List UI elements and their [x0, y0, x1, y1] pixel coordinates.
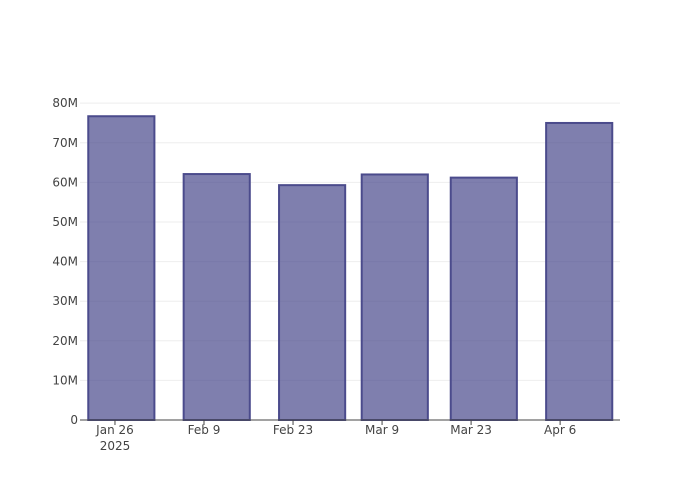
x-tick-label: Feb 23	[273, 423, 313, 437]
y-tick-label: 80M	[52, 96, 78, 110]
x-tick-label-line: Jan 26	[95, 423, 134, 437]
bar	[360, 173, 429, 421]
x-tick-label-line: Mar 23	[450, 423, 492, 437]
bar	[449, 176, 518, 421]
y-tick-label: 30M	[52, 294, 78, 308]
y-tick-label: 20M	[52, 334, 78, 348]
x-tick-label: Apr 6	[544, 423, 576, 437]
x-tick-label-line: Mar 9	[365, 423, 399, 437]
bar	[278, 184, 347, 421]
y-tick-label: 0	[70, 413, 78, 427]
x-tick-label-line: Feb 23	[273, 423, 313, 437]
bar	[182, 173, 251, 421]
y-tick-label: 10M	[52, 373, 78, 387]
bar	[87, 115, 156, 422]
y-tick-label: 60M	[52, 175, 78, 189]
y-tick-label: 70M	[52, 136, 78, 150]
x-tick-label: Mar 23	[450, 423, 492, 437]
x-tick-label-line: Feb 9	[188, 423, 221, 437]
bar	[545, 121, 614, 421]
x-tick-label-line: Apr 6	[544, 423, 576, 437]
y-tick-label: 50M	[52, 215, 78, 229]
y-tick-label: 40M	[52, 255, 78, 269]
x-tick-label-line: 2025	[100, 439, 131, 453]
x-tick-label: Jan 26 2025	[95, 423, 134, 453]
x-tick-label: Mar 9	[365, 423, 399, 437]
x-tick-label: Feb 9	[188, 423, 221, 437]
